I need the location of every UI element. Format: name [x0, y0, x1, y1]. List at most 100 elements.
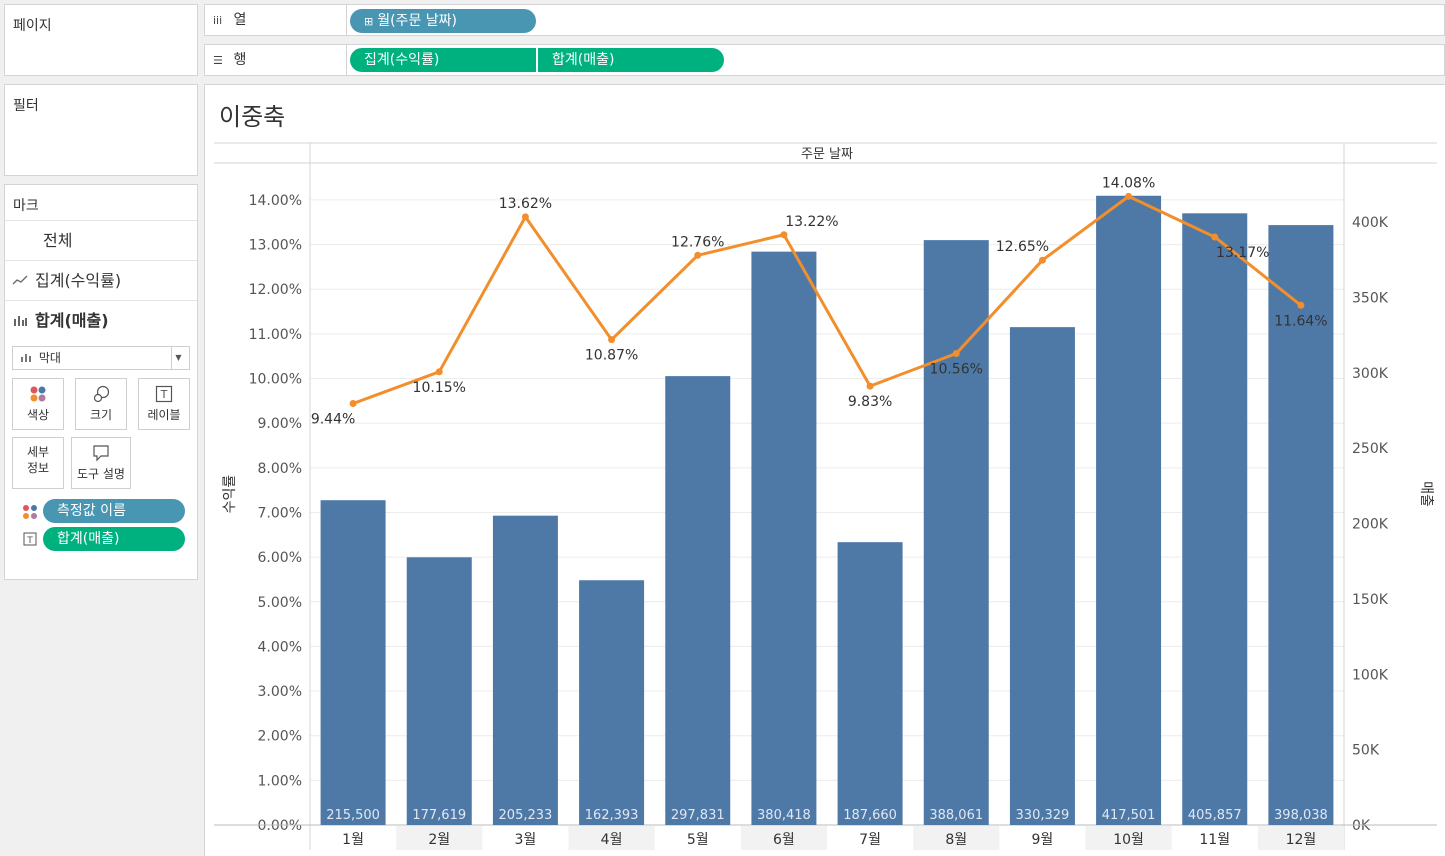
filters-shelf[interactable]: 필터	[4, 84, 198, 176]
pages-label: 페이지	[13, 18, 52, 34]
profit-ratio-point	[1211, 233, 1219, 241]
sales-bar	[492, 515, 558, 825]
color-dots-icon	[23, 505, 37, 519]
tooltip-card[interactable]: 도구 설명	[71, 437, 131, 489]
x-axis-tick: 1월	[342, 832, 364, 848]
x-axis-tick: 5월	[687, 832, 709, 848]
month-order-date-pill[interactable]: ⊞ 월(주문 날짜)	[350, 9, 536, 33]
bar-data-label: 380,418	[757, 808, 811, 823]
marks-tab-sales[interactable]: 합계(매출)	[5, 300, 197, 340]
profit-ratio-point	[608, 336, 616, 344]
left-axis-tick: 5.00%	[258, 595, 302, 611]
size-card-label: 크기	[89, 408, 113, 422]
pill-label: 월(주문 날짜)	[377, 13, 457, 29]
mark-type-dropdown[interactable]: 막대 ▼	[12, 346, 190, 370]
right-axis-tick: 0K	[1352, 818, 1371, 834]
x-axis-tick: 11월	[1199, 832, 1230, 848]
left-axis-tick: 3.00%	[258, 684, 302, 700]
right-axis-tick: 100K	[1352, 667, 1389, 683]
pages-shelf[interactable]: 페이지	[4, 4, 198, 76]
sales-label-pill[interactable]: 합계(매출)	[43, 527, 185, 551]
bar-data-label: 187,660	[843, 808, 897, 823]
sales-bar	[923, 240, 989, 826]
profit-ratio-point	[694, 251, 702, 259]
x-axis-tick: 3월	[515, 832, 537, 848]
line-data-label: 13.17%	[1216, 245, 1269, 261]
x-axis-tick: 9월	[1032, 832, 1054, 848]
x-axis-tick: 10월	[1113, 832, 1144, 848]
color-dots-icon	[30, 386, 46, 402]
left-axis-tick: 8.00%	[258, 461, 302, 477]
speech-bubble-icon	[93, 445, 109, 462]
profit-ratio-point	[1125, 192, 1133, 200]
bar-data-label: 177,619	[412, 808, 466, 823]
x-axis-tick: 12월	[1286, 832, 1317, 848]
size-card[interactable]: 크기	[75, 378, 127, 430]
columns-label-text: 열	[233, 12, 247, 28]
line-data-label: 10.15%	[413, 380, 466, 396]
right-axis-title: 매출	[1418, 481, 1434, 507]
label-card-label: 레이블	[147, 408, 181, 422]
text-label-icon: T	[155, 385, 173, 403]
bar-chart-icon	[5, 303, 35, 343]
marks-label: 마크	[13, 198, 39, 214]
x-axis-tick: 7월	[859, 832, 881, 848]
bar-data-label: 162,393	[585, 808, 639, 823]
bar-chart-icon	[21, 351, 35, 365]
left-axis-tick: 0.00%	[258, 818, 302, 834]
x-axis-tick: 8월	[945, 832, 967, 848]
mark-type-value: 막대	[38, 351, 61, 365]
columns-icon: iii	[213, 14, 223, 27]
profit-ratio-point	[521, 213, 529, 221]
sales-bar	[320, 500, 386, 825]
label-card[interactable]: T 레이블	[138, 378, 190, 430]
rows-label-text: 행	[233, 52, 247, 68]
line-chart-icon	[5, 263, 35, 303]
profit-ratio-point	[1297, 301, 1305, 309]
category-band	[1085, 826, 1172, 850]
rows-label: ☰ 행	[205, 45, 347, 75]
right-axis-tick: 50K	[1352, 743, 1380, 759]
line-data-label: 14.08%	[1102, 175, 1155, 191]
marks-tab-all[interactable]: 전체	[5, 220, 197, 260]
marks-tab-profit-ratio[interactable]: 집계(수익률)	[5, 260, 197, 300]
line-data-label: 13.62%	[499, 196, 552, 212]
columns-shelf[interactable]: iii 열 ⊞ 월(주문 날짜)	[204, 4, 1445, 36]
bar-data-label: 330,329	[1016, 808, 1070, 823]
profit-ratio-line	[352, 194, 1302, 405]
color-card[interactable]: 색상	[12, 378, 64, 430]
tooltip-card-label: 도구 설명	[77, 467, 125, 481]
profit-ratio-point	[435, 368, 443, 376]
sales-bar	[1268, 225, 1334, 825]
category-band	[1257, 826, 1344, 850]
left-axis-tick: 13.00%	[249, 238, 302, 254]
line-data-label: 10.87%	[585, 348, 638, 364]
size-icon	[93, 385, 110, 403]
left-axis-title: 수익률	[222, 475, 238, 514]
profit-ratio-point	[952, 350, 960, 358]
x-axis-tick: 6월	[773, 832, 795, 848]
sales-pill[interactable]: 합계(매출)	[538, 48, 724, 72]
chevron-down-icon: ▼	[171, 347, 185, 369]
detail-card[interactable]: 세부 정보	[12, 437, 64, 489]
profit-ratio-pill[interactable]: 집계(수익률)	[350, 48, 536, 72]
left-axis-tick: 2.00%	[258, 729, 302, 745]
line-data-label: 11.64%	[1274, 313, 1327, 329]
rows-shelf[interactable]: ☰ 행 집계(수익률) 합계(매출)	[204, 44, 1445, 76]
right-axis-tick: 250K	[1352, 441, 1389, 457]
line-data-label: 10.56%	[930, 362, 983, 378]
left-axis-tick: 4.00%	[258, 639, 302, 655]
sales-bar	[406, 557, 472, 825]
line-data-label: 9.83%	[848, 394, 892, 410]
bar-data-label: 215,500	[326, 808, 380, 823]
view-title: 이중축	[219, 103, 286, 131]
sales-bar	[665, 376, 731, 825]
category-band	[913, 826, 1000, 850]
sales-bar	[1009, 327, 1075, 825]
pill-label: 합계(매출)	[552, 52, 615, 68]
bar-data-label: 297,831	[671, 808, 725, 823]
plus-box-icon: ⊞	[364, 15, 374, 28]
measure-names-pill[interactable]: 측정값 이름	[43, 499, 185, 523]
category-band	[568, 826, 655, 850]
